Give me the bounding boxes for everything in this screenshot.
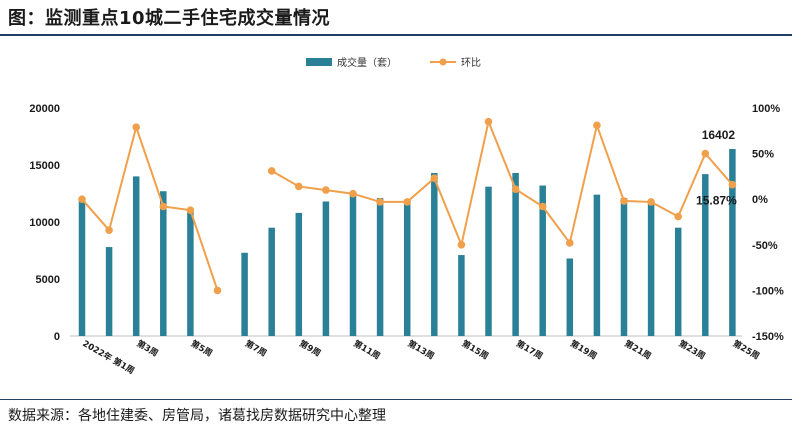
- bar: [187, 209, 194, 336]
- legend-line-marker: [439, 58, 447, 66]
- line-point: [349, 189, 357, 198]
- bar: [566, 258, 574, 336]
- x-tick-label: 第7周: [243, 338, 268, 359]
- figure-title: 图：监测重点10城二手住宅成交量情况: [8, 8, 331, 29]
- bar: [458, 255, 465, 336]
- legend-line-label: 环比: [461, 57, 481, 69]
- bar: [268, 227, 275, 336]
- line-last-data-label: 15.87%: [696, 194, 737, 208]
- left-tick-label: 5000: [36, 274, 60, 286]
- line-point: [511, 185, 520, 193]
- bar: [349, 193, 357, 336]
- bottom-rule: [0, 399, 792, 400]
- bar: [512, 172, 519, 336]
- right-tick-label: 50%: [752, 149, 774, 161]
- right-tick-label: -100%: [752, 285, 784, 297]
- line-point: [105, 226, 113, 235]
- line-point: [132, 123, 140, 131]
- x-tick-label: 第13周: [406, 338, 436, 362]
- bar: [295, 212, 303, 336]
- line-point: [267, 167, 276, 175]
- line-point: [186, 206, 195, 214]
- line-point: [620, 197, 628, 205]
- bar: [78, 200, 86, 336]
- bar: [674, 227, 682, 336]
- legend-bar-label: 成交量（套）: [337, 56, 397, 69]
- left-tick-label: 20000: [29, 103, 60, 115]
- bar: [647, 201, 655, 336]
- left-tick-label: 0: [54, 331, 60, 343]
- x-tick-label: 第5周: [189, 338, 214, 359]
- line-point: [295, 182, 303, 191]
- bar: [593, 194, 601, 336]
- bar: [403, 202, 411, 336]
- legend-bar-swatch: [306, 58, 332, 66]
- line-segment: [271, 118, 734, 249]
- x-tick-label: 第11周: [352, 338, 382, 362]
- chart: 成交量（套） 环比 0 5000 10000 15000 20000 -150% -100…: [29, 56, 784, 377]
- line-point: [728, 180, 737, 189]
- line-point: [538, 202, 547, 211]
- right-axis-ticks: -150% -100% -50% 0% 50% 100%: [752, 103, 784, 343]
- bar: [729, 149, 736, 336]
- line-point: [403, 198, 412, 206]
- line-point: [430, 174, 439, 183]
- line-point: [674, 212, 682, 221]
- line-point: [484, 117, 493, 126]
- bar: [620, 198, 628, 336]
- legend: 成交量（套） 环比: [306, 56, 481, 69]
- bar: [376, 198, 384, 336]
- line-point: [457, 241, 466, 249]
- bar: [431, 172, 438, 336]
- bar: [485, 186, 492, 336]
- x-tick-label: 2022年 第1周: [81, 338, 137, 377]
- bar: [539, 185, 546, 336]
- line-point: [376, 198, 384, 206]
- left-axis-ticks: 0 5000 10000 15000 20000: [29, 103, 60, 343]
- line-point: [78, 195, 86, 203]
- line-point: [593, 121, 601, 130]
- line-segment: [81, 123, 219, 291]
- line-point: [647, 198, 655, 206]
- line-point: [701, 149, 710, 158]
- x-tick-label: 第9周: [297, 338, 322, 359]
- bar-last-data-label: 16402: [702, 128, 736, 142]
- bars: [78, 149, 736, 336]
- right-tick-label: 100%: [752, 103, 780, 115]
- line-point: [566, 239, 574, 247]
- x-tick-label: 第23周: [677, 338, 707, 362]
- line-point: [213, 286, 222, 295]
- x-tick-label: 第21周: [623, 338, 653, 362]
- top-rule: [0, 34, 792, 36]
- x-tick-label: 第19周: [568, 338, 598, 362]
- bar: [322, 201, 330, 336]
- right-tick-label: 0%: [752, 194, 768, 206]
- bar: [702, 174, 709, 336]
- right-tick-label: -50%: [752, 240, 778, 252]
- line-point: [159, 202, 168, 211]
- bar: [105, 247, 113, 336]
- left-tick-label: 15000: [29, 160, 60, 172]
- bar: [160, 191, 167, 336]
- x-tick-label: 第3周: [135, 338, 160, 359]
- line-point: [322, 186, 330, 194]
- x-tick-label: 第17周: [514, 338, 544, 362]
- source-note: 数据来源：各地住建委、房管局，诸葛找房数据研究中心整理: [8, 408, 386, 424]
- x-tick-label: 第15周: [460, 338, 490, 362]
- right-tick-label: -150%: [752, 331, 784, 343]
- bar: [241, 252, 248, 336]
- line-series: [78, 117, 737, 295]
- left-tick-label: 10000: [29, 217, 60, 229]
- bar: [132, 176, 140, 336]
